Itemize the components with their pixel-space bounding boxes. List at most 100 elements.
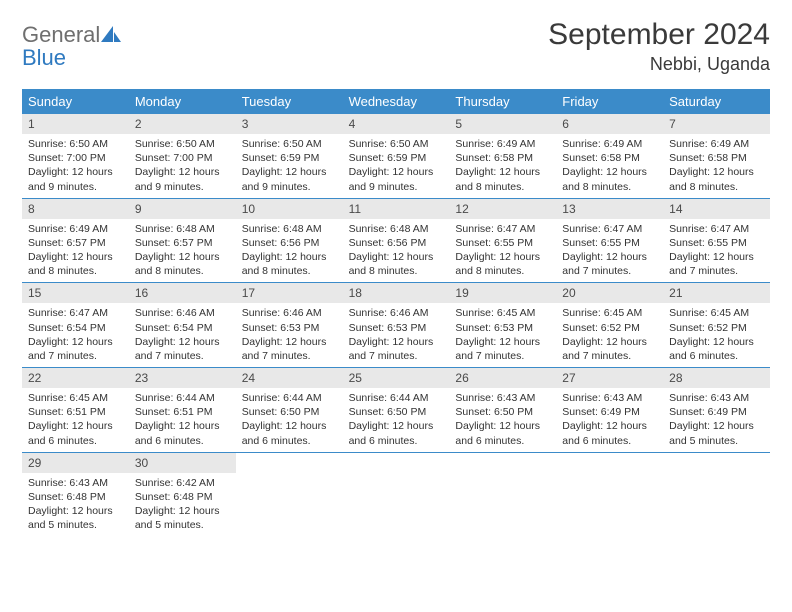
logo-text-block: General Blue bbox=[22, 24, 121, 70]
daylight-text: Daylight: 12 hours bbox=[242, 165, 337, 179]
day-number: 1 bbox=[22, 114, 129, 134]
day-body: Sunrise: 6:50 AMSunset: 6:59 PMDaylight:… bbox=[236, 134, 343, 198]
sunrise-text: Sunrise: 6:46 AM bbox=[242, 306, 337, 320]
day-number: 19 bbox=[449, 283, 556, 303]
day-body: Sunrise: 6:50 AMSunset: 7:00 PMDaylight:… bbox=[129, 134, 236, 198]
day-body: Sunrise: 6:45 AMSunset: 6:53 PMDaylight:… bbox=[449, 303, 556, 367]
day-cell: 20Sunrise: 6:45 AMSunset: 6:52 PMDayligh… bbox=[556, 283, 663, 367]
daylight-text: and 9 minutes. bbox=[242, 180, 337, 194]
day-cell: 19Sunrise: 6:45 AMSunset: 6:53 PMDayligh… bbox=[449, 283, 556, 367]
daylight-text: Daylight: 12 hours bbox=[135, 419, 230, 433]
sunrise-text: Sunrise: 6:48 AM bbox=[135, 222, 230, 236]
calendar: Sunday Monday Tuesday Wednesday Thursday… bbox=[22, 89, 770, 536]
sunrise-text: Sunrise: 6:47 AM bbox=[562, 222, 657, 236]
sunrise-text: Sunrise: 6:46 AM bbox=[349, 306, 444, 320]
daylight-text: and 5 minutes. bbox=[28, 518, 123, 532]
sunset-text: Sunset: 6:58 PM bbox=[669, 151, 764, 165]
daylight-text: and 6 minutes. bbox=[455, 434, 550, 448]
week-row: 8Sunrise: 6:49 AMSunset: 6:57 PMDaylight… bbox=[22, 198, 770, 283]
daylight-text: and 7 minutes. bbox=[562, 349, 657, 363]
day-cell: 2Sunrise: 6:50 AMSunset: 7:00 PMDaylight… bbox=[129, 114, 236, 198]
day-cell: 12Sunrise: 6:47 AMSunset: 6:55 PMDayligh… bbox=[449, 199, 556, 283]
sunset-text: Sunset: 6:59 PM bbox=[349, 151, 444, 165]
day-body: Sunrise: 6:50 AMSunset: 6:59 PMDaylight:… bbox=[343, 134, 450, 198]
daylight-text: Daylight: 12 hours bbox=[349, 335, 444, 349]
day-cell: 10Sunrise: 6:48 AMSunset: 6:56 PMDayligh… bbox=[236, 199, 343, 283]
sunrise-text: Sunrise: 6:49 AM bbox=[562, 137, 657, 151]
day-number: 12 bbox=[449, 199, 556, 219]
day-number: 3 bbox=[236, 114, 343, 134]
daylight-text: and 8 minutes. bbox=[28, 264, 123, 278]
daylight-text: and 8 minutes. bbox=[135, 264, 230, 278]
sunrise-text: Sunrise: 6:43 AM bbox=[455, 391, 550, 405]
daylight-text: and 8 minutes. bbox=[349, 264, 444, 278]
day-number: 4 bbox=[343, 114, 450, 134]
daylight-text: Daylight: 12 hours bbox=[669, 165, 764, 179]
daylight-text: and 8 minutes. bbox=[455, 180, 550, 194]
sunset-text: Sunset: 6:57 PM bbox=[28, 236, 123, 250]
sunrise-text: Sunrise: 6:44 AM bbox=[349, 391, 444, 405]
daylight-text: Daylight: 12 hours bbox=[28, 504, 123, 518]
daylight-text: Daylight: 12 hours bbox=[562, 419, 657, 433]
sunset-text: Sunset: 6:53 PM bbox=[349, 321, 444, 335]
sunrise-text: Sunrise: 6:49 AM bbox=[669, 137, 764, 151]
daylight-text: Daylight: 12 hours bbox=[455, 250, 550, 264]
sunrise-text: Sunrise: 6:45 AM bbox=[562, 306, 657, 320]
sunrise-text: Sunrise: 6:50 AM bbox=[28, 137, 123, 151]
daylight-text: and 6 minutes. bbox=[135, 434, 230, 448]
daylight-text: Daylight: 12 hours bbox=[562, 250, 657, 264]
sunrise-text: Sunrise: 6:47 AM bbox=[669, 222, 764, 236]
day-number: 14 bbox=[663, 199, 770, 219]
day-number: 28 bbox=[663, 368, 770, 388]
day-body: Sunrise: 6:44 AMSunset: 6:50 PMDaylight:… bbox=[343, 388, 450, 452]
sunset-text: Sunset: 6:57 PM bbox=[135, 236, 230, 250]
week-row: 1Sunrise: 6:50 AMSunset: 7:00 PMDaylight… bbox=[22, 114, 770, 198]
sunrise-text: Sunrise: 6:44 AM bbox=[242, 391, 337, 405]
sunset-text: Sunset: 6:58 PM bbox=[455, 151, 550, 165]
sunset-text: Sunset: 6:48 PM bbox=[135, 490, 230, 504]
day-number: 8 bbox=[22, 199, 129, 219]
day-cell: 27Sunrise: 6:43 AMSunset: 6:49 PMDayligh… bbox=[556, 368, 663, 452]
day-cell: 17Sunrise: 6:46 AMSunset: 6:53 PMDayligh… bbox=[236, 283, 343, 367]
day-cell: 25Sunrise: 6:44 AMSunset: 6:50 PMDayligh… bbox=[343, 368, 450, 452]
day-number: 21 bbox=[663, 283, 770, 303]
sunrise-text: Sunrise: 6:44 AM bbox=[135, 391, 230, 405]
day-body: Sunrise: 6:49 AMSunset: 6:57 PMDaylight:… bbox=[22, 219, 129, 283]
sunrise-text: Sunrise: 6:42 AM bbox=[135, 476, 230, 490]
logo-line2: Blue bbox=[22, 45, 66, 70]
daylight-text: Daylight: 12 hours bbox=[562, 335, 657, 349]
day-cell: 14Sunrise: 6:47 AMSunset: 6:55 PMDayligh… bbox=[663, 199, 770, 283]
day-number: 29 bbox=[22, 453, 129, 473]
daylight-text: and 8 minutes. bbox=[242, 264, 337, 278]
sunset-text: Sunset: 6:49 PM bbox=[562, 405, 657, 419]
day-cell bbox=[556, 453, 663, 537]
sunrise-text: Sunrise: 6:43 AM bbox=[562, 391, 657, 405]
sunrise-text: Sunrise: 6:43 AM bbox=[28, 476, 123, 490]
sunrise-text: Sunrise: 6:48 AM bbox=[349, 222, 444, 236]
sunset-text: Sunset: 6:55 PM bbox=[455, 236, 550, 250]
daylight-text: Daylight: 12 hours bbox=[135, 165, 230, 179]
sunset-text: Sunset: 6:55 PM bbox=[562, 236, 657, 250]
weekday-header: Friday bbox=[556, 89, 663, 114]
sunset-text: Sunset: 7:00 PM bbox=[135, 151, 230, 165]
day-body: Sunrise: 6:44 AMSunset: 6:51 PMDaylight:… bbox=[129, 388, 236, 452]
sunset-text: Sunset: 6:53 PM bbox=[242, 321, 337, 335]
day-number: 11 bbox=[343, 199, 450, 219]
sunset-text: Sunset: 6:50 PM bbox=[242, 405, 337, 419]
day-body: Sunrise: 6:49 AMSunset: 6:58 PMDaylight:… bbox=[449, 134, 556, 198]
day-number: 24 bbox=[236, 368, 343, 388]
day-body: Sunrise: 6:50 AMSunset: 7:00 PMDaylight:… bbox=[22, 134, 129, 198]
daylight-text: Daylight: 12 hours bbox=[28, 165, 123, 179]
daylight-text: Daylight: 12 hours bbox=[242, 419, 337, 433]
daylight-text: and 9 minutes. bbox=[349, 180, 444, 194]
logo-line1: General bbox=[22, 22, 100, 47]
sunset-text: Sunset: 6:50 PM bbox=[455, 405, 550, 419]
sunrise-text: Sunrise: 6:45 AM bbox=[455, 306, 550, 320]
sunset-text: Sunset: 6:59 PM bbox=[242, 151, 337, 165]
sunrise-text: Sunrise: 6:46 AM bbox=[135, 306, 230, 320]
weeks-container: 1Sunrise: 6:50 AMSunset: 7:00 PMDaylight… bbox=[22, 114, 770, 536]
week-row: 15Sunrise: 6:47 AMSunset: 6:54 PMDayligh… bbox=[22, 282, 770, 367]
day-number: 7 bbox=[663, 114, 770, 134]
day-number: 18 bbox=[343, 283, 450, 303]
logo-sail-icon bbox=[101, 26, 121, 47]
